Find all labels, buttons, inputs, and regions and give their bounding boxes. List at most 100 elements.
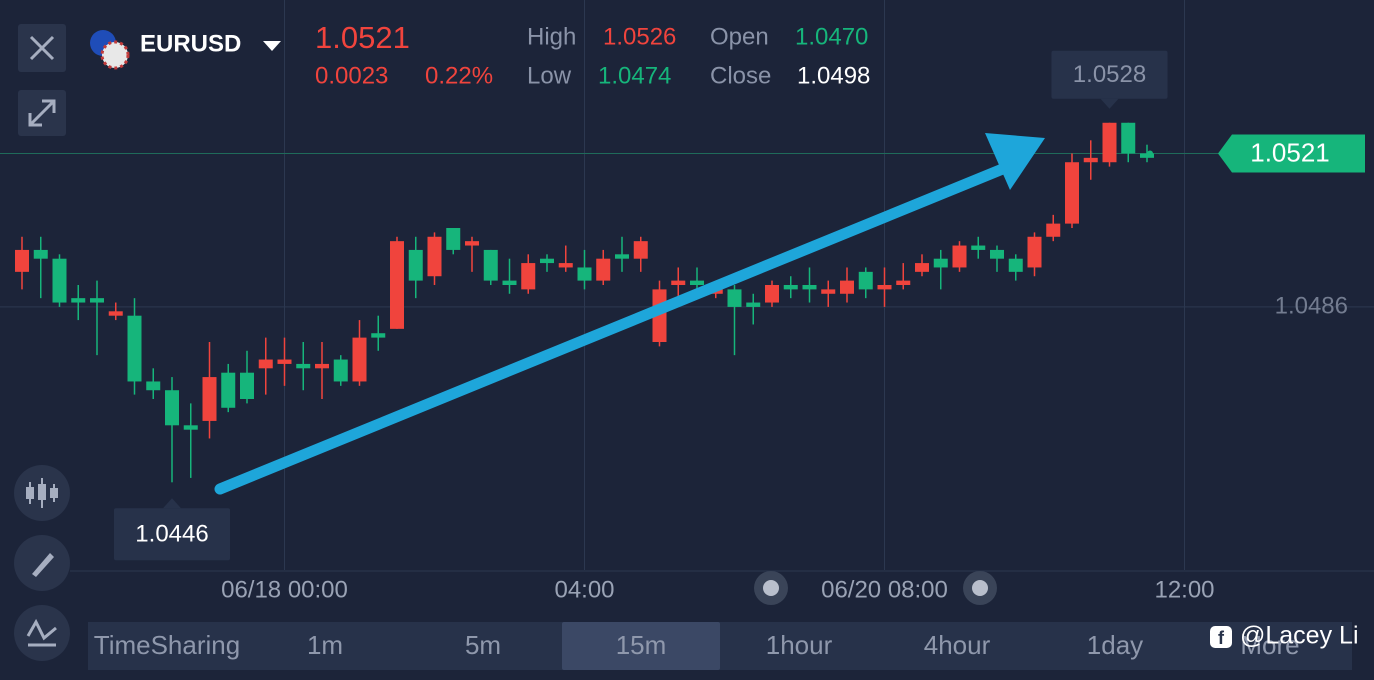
candle-body — [183, 425, 198, 430]
candle-body — [408, 249, 423, 281]
overlay-layer: 1.0486 06/18 00:00 04:00 06/20 08:00 12:00 1.… — [114, 50, 1365, 603]
timeframe-option[interactable]: More — [1240, 630, 1299, 660]
timeframe-selected — [562, 622, 720, 670]
timeframe-option[interactable]: 15m — [616, 630, 667, 660]
symbol[interactable]: EURUSD — [140, 30, 241, 57]
candle-body — [877, 285, 892, 290]
candle-body — [727, 289, 742, 307]
symbol-dropdown[interactable] — [263, 41, 281, 51]
timeframe-option[interactable]: 1day — [1087, 630, 1143, 660]
candle-body — [1083, 157, 1098, 163]
high-marker-label: 1.0528 — [1073, 61, 1146, 88]
expand-icon — [28, 99, 56, 127]
open-value: 1.0470 — [795, 23, 868, 50]
candle-body — [52, 258, 67, 303]
scroll-handle-dot — [972, 580, 988, 596]
candle-body — [296, 363, 311, 369]
candle-body — [615, 254, 629, 259]
close-value: 1.0498 — [797, 62, 870, 89]
timeframe-option[interactable]: TimeSharing — [94, 630, 240, 660]
candle-body — [502, 280, 517, 285]
candle-body — [1046, 223, 1061, 237]
candle-body — [765, 285, 779, 303]
candle-body — [465, 241, 479, 246]
candle-body — [521, 263, 536, 290]
last-price-dot — [1147, 150, 1153, 157]
candle-body — [390, 241, 404, 329]
high-marker-box — [1051, 50, 1168, 99]
x-tick-label: 06/18 00:00 — [221, 576, 348, 603]
low-marker-pointer — [163, 498, 181, 509]
us-flag — [100, 40, 130, 70]
candle-body — [71, 298, 86, 303]
candle-body — [671, 280, 686, 285]
candle-body — [221, 372, 236, 408]
candle-body — [540, 258, 554, 264]
arrow-head — [985, 133, 1045, 190]
candle-body — [240, 372, 254, 399]
candle-body — [258, 359, 273, 369]
facebook-icon — [1210, 626, 1232, 648]
y-tick-label: 1.0486 — [1275, 292, 1348, 319]
timeframe-option[interactable]: 5m — [465, 630, 501, 660]
candle-body — [446, 228, 461, 250]
candle-body — [783, 285, 798, 290]
last-price-tag-label: 1.0521 — [1250, 137, 1330, 167]
candle-body — [577, 267, 592, 281]
candle-body — [165, 390, 179, 426]
candle-body — [558, 263, 573, 268]
candle-body — [746, 302, 761, 307]
candle-body — [952, 245, 967, 268]
candle-body — [108, 311, 123, 316]
candle-body — [427, 236, 442, 277]
candle-body — [90, 298, 104, 303]
facebook-glyph: f — [1218, 628, 1225, 648]
x-tick-label: 06/20 08:00 — [821, 576, 948, 603]
candle-body — [633, 241, 648, 259]
price-change: 0.0023 — [315, 62, 388, 89]
open-label: Open — [710, 23, 769, 50]
candle-body — [690, 280, 704, 285]
timeframe-option[interactable]: 1hour — [766, 630, 833, 660]
high-marker-pointer — [1100, 98, 1119, 109]
watermark: @Lacey Li — [1240, 622, 1359, 650]
candle-body — [1121, 122, 1136, 154]
last-price: 1.0521 — [315, 20, 410, 55]
x-tick-label: 04:00 — [554, 576, 614, 603]
candle-body — [840, 280, 854, 294]
candle-body — [596, 258, 611, 281]
pencil-icon — [32, 553, 54, 577]
candle-body — [990, 249, 1004, 259]
chart-type-icon — [50, 488, 58, 498]
candle-body — [896, 280, 911, 285]
indicator-icon — [26, 618, 57, 647]
candle-body — [1102, 122, 1117, 163]
x-tick-label: 12:00 — [1154, 576, 1214, 603]
candle-body — [277, 359, 292, 364]
timeframes: TimeSharing 1m 5m 15m 1hour 4hour 1day More — [94, 630, 1300, 660]
trend-arrow — [214, 133, 1045, 495]
scroll-handle-dot — [763, 580, 779, 596]
candle-body — [483, 249, 498, 281]
candle-body — [333, 359, 348, 382]
candle-body — [202, 377, 217, 421]
candle-body — [146, 381, 161, 391]
arrow-shaft — [214, 162, 1011, 495]
candle-body — [915, 263, 929, 272]
candle-body — [821, 289, 836, 294]
timeframe-option[interactable]: 4hour — [924, 630, 991, 660]
candle-body — [33, 249, 48, 259]
candle-body — [1065, 162, 1079, 224]
timeframe-option[interactable]: 1m — [307, 630, 343, 660]
chart-type-icon — [38, 484, 46, 500]
low-marker-box — [114, 508, 230, 561]
candle-body — [127, 315, 142, 382]
last-price-tag — [1218, 134, 1365, 173]
chart-type-icon — [26, 487, 34, 499]
close-label: Close — [710, 62, 771, 89]
price-change-pct: 0.22% — [425, 62, 493, 89]
low-value: 1.0474 — [598, 62, 671, 89]
candle-body — [971, 245, 986, 250]
